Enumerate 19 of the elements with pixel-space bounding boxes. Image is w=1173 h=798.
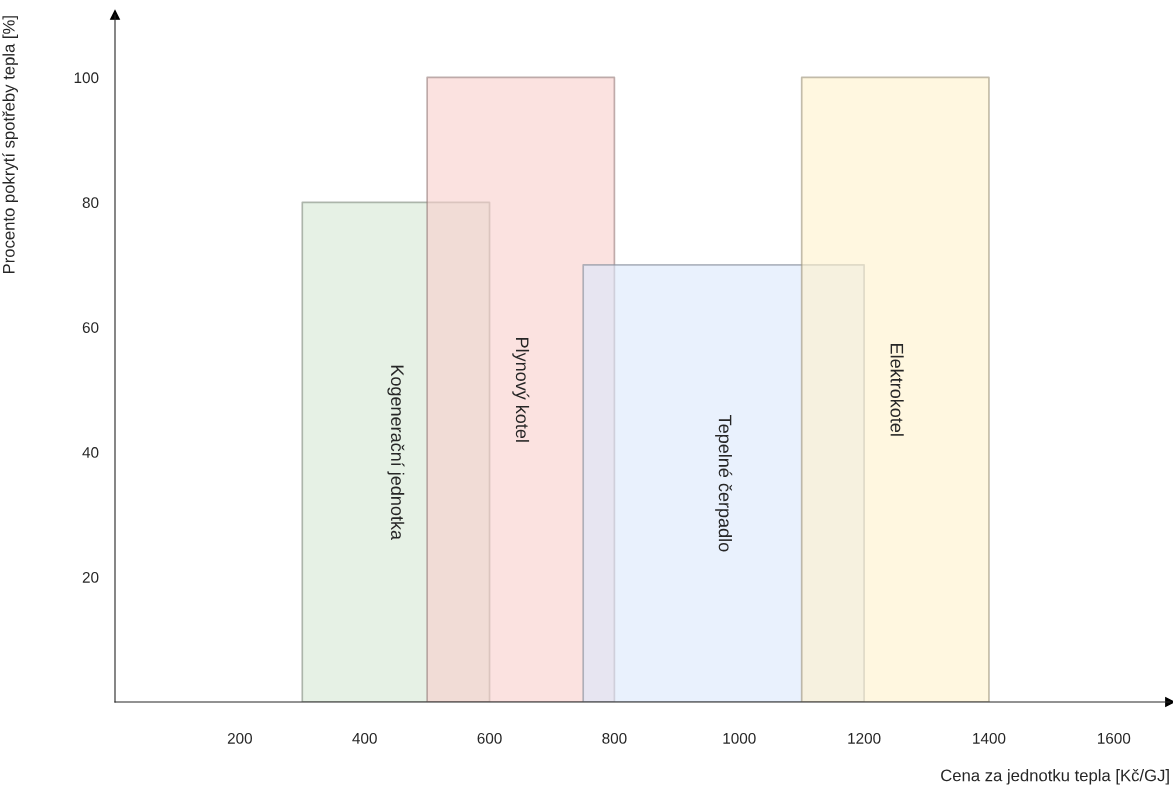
x-tick-label: 1000 xyxy=(723,732,756,744)
x-tick-label: 600 xyxy=(477,732,502,744)
y-tick-label: 100 xyxy=(74,72,99,84)
y-tick-label: 80 xyxy=(82,197,99,209)
x-tick-label: 1400 xyxy=(973,732,1006,744)
series-label: Elektrokotel xyxy=(890,344,904,436)
x-tick-label: 800 xyxy=(602,732,627,744)
x-tick-label: 200 xyxy=(227,732,252,744)
y-axis-title: Procento pokrytí spotřeby tepla [%] xyxy=(2,16,18,274)
x-tick-label: 1600 xyxy=(1097,732,1131,744)
y-tick-label: 20 xyxy=(82,571,99,583)
y-tick-label: 60 xyxy=(82,322,99,333)
x-tick-label: 1200 xyxy=(848,732,881,744)
x-tick-label: 400 xyxy=(352,732,377,744)
y-tick-label: 40 xyxy=(82,447,99,458)
x-axis-title: Cena za jednotku tepla [Kč/GJ] xyxy=(941,769,1169,785)
series-label: Tepelné čerpadlo xyxy=(715,415,733,552)
series-label: Kogenerační jednotka xyxy=(387,365,405,541)
series-label: Plynový kotel xyxy=(512,338,530,442)
